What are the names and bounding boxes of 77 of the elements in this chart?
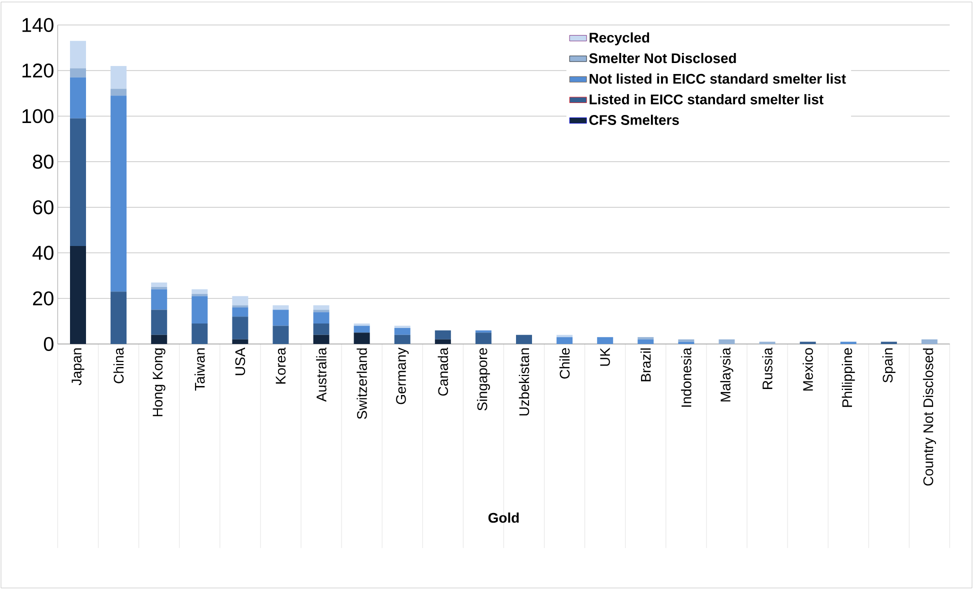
bar — [394, 328, 410, 335]
bar — [313, 334, 330, 344]
x-tick-label: Brazil — [640, 348, 651, 382]
bar — [110, 66, 127, 89]
bar — [921, 339, 938, 344]
bar — [151, 310, 168, 335]
x-tick-label: Hong Kong — [152, 348, 166, 416]
bar — [232, 339, 248, 344]
y-tick-label: 20 — [33, 291, 54, 306]
bar — [110, 292, 127, 344]
bar — [394, 334, 410, 344]
x-tick-label: Philippine — [842, 348, 855, 407]
legend-label: Listed in EICC standard smelter list — [590, 94, 824, 104]
bar — [272, 305, 289, 310]
bar — [151, 289, 168, 310]
bar — [354, 326, 370, 333]
y-tick-label: 0 — [44, 336, 54, 352]
bar — [718, 339, 735, 344]
bar — [475, 332, 492, 344]
bar — [434, 330, 451, 340]
bar — [232, 296, 248, 306]
y-tick-label: 120 — [22, 64, 54, 78]
y-tick-label: 40 — [32, 246, 54, 260]
bar — [70, 68, 86, 78]
bar — [192, 296, 208, 324]
bar — [556, 337, 573, 344]
bar — [272, 310, 289, 326]
x-tick-label: Japan — [72, 348, 84, 386]
bar — [516, 334, 532, 344]
bar — [151, 334, 168, 344]
bar — [597, 337, 614, 344]
bar — [70, 77, 86, 118]
y-tick-label: 60 — [33, 200, 54, 214]
x-tick-label: Canada — [438, 348, 448, 396]
legend-label: CFS Smelters — [589, 114, 679, 125]
x-tick-label: UK — [600, 348, 610, 366]
legend-label: Smelter Not Disclosed — [589, 52, 736, 64]
y-tick-label: 80 — [32, 154, 54, 169]
x-tick-label: Switzerland — [356, 348, 367, 419]
x-tick-label: China — [113, 348, 124, 384]
bar — [70, 40, 86, 68]
x-tick-label: Russia — [762, 348, 772, 389]
y-tick-label: 140 — [22, 18, 54, 32]
bar — [110, 96, 127, 292]
x-tick-label: Australia — [316, 348, 326, 402]
bar — [272, 326, 289, 344]
bar — [110, 88, 127, 96]
bar — [354, 332, 370, 344]
legend-label: Not listed in EICC standard smelter list — [590, 74, 846, 84]
y-tick-label: 100 — [22, 109, 54, 124]
legend-label: Recycled — [590, 32, 650, 46]
x-tick-label: Spain — [882, 348, 896, 383]
x-tick-label: Singapore — [476, 348, 490, 410]
bar — [192, 289, 208, 294]
x-tick-label: Uzbekistan — [518, 348, 530, 416]
bar — [70, 118, 86, 246]
x-tick-label: Indonesia — [681, 348, 692, 407]
x-tick-label: USA — [235, 348, 246, 376]
x-tick-label: Taiwan — [194, 348, 205, 391]
bar — [192, 323, 208, 344]
x-tick-label: Chile — [559, 348, 570, 379]
bar — [434, 339, 451, 344]
bar — [638, 339, 654, 344]
bar — [232, 308, 248, 317]
x-tick-label: Malaysia — [720, 348, 734, 402]
x-tick-label: Country Not Disclosed — [922, 348, 936, 486]
x-tick-label: Mexico — [802, 348, 813, 391]
bar — [313, 312, 330, 324]
bar — [354, 323, 370, 326]
x-tick-label: Korea — [276, 348, 286, 384]
bar — [151, 282, 168, 288]
bar — [313, 323, 330, 335]
bar — [313, 305, 330, 310]
bar — [232, 316, 248, 340]
x-tick-label: Germany — [396, 348, 409, 404]
x-axis-title: Gold — [488, 512, 519, 523]
bar — [70, 246, 86, 344]
